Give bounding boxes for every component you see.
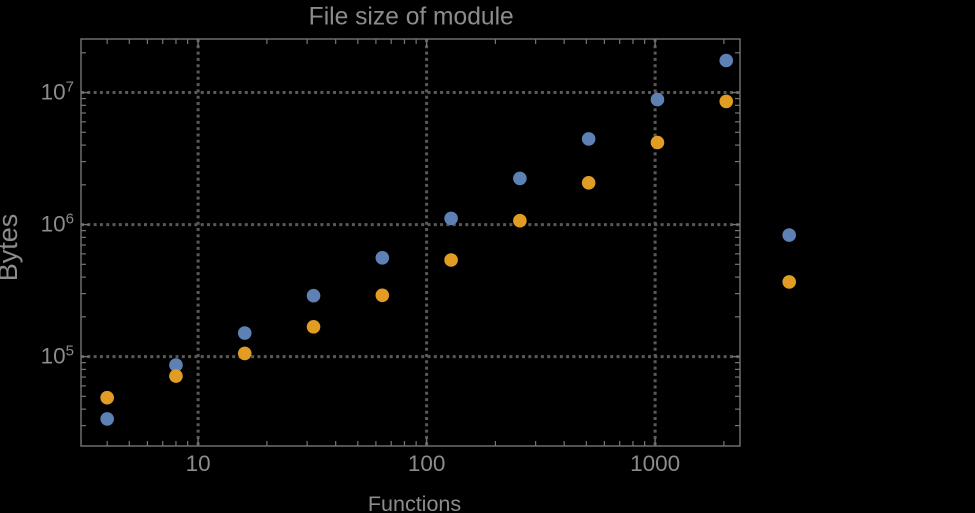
- svg-text:Bytes: Bytes: [0, 214, 23, 282]
- svg-text:1000: 1000: [630, 451, 680, 476]
- svg-text:File size of module: File size of module: [309, 4, 514, 31]
- svg-text:107: 107: [41, 79, 74, 105]
- svg-text:106: 106: [41, 211, 74, 237]
- svg-text:10: 10: [186, 451, 211, 476]
- svg-text:100: 100: [408, 451, 446, 476]
- svg-text:Functions: Functions: [368, 492, 461, 513]
- svg-text:105: 105: [41, 343, 74, 369]
